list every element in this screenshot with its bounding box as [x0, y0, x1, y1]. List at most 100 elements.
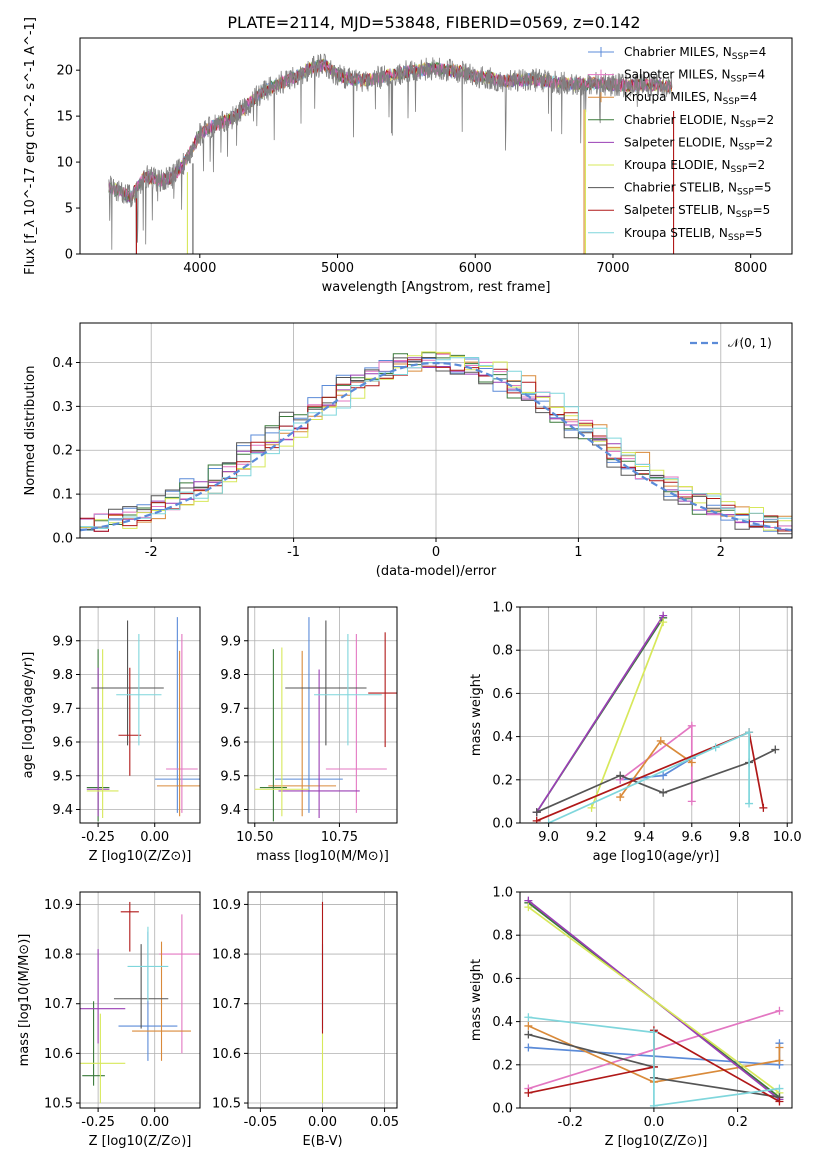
legend-label: Chabrier ELODIE, NSSP=2: [624, 113, 774, 130]
residual-panel: -2 -1 0 1 2 0.0 0.1 0.2 0.3 0.4 (data-model)/error…: [23, 322, 793, 579]
weight-marker: [687, 797, 696, 806]
plot-area: [524, 896, 784, 1108]
y-tick-label: 0.4: [492, 1015, 513, 1030]
x-axis-label: (data-model)/error: [376, 564, 497, 579]
age-vs-mass-panel: 10.50 10.75 9.4 9.5 9.6 9.7 9.8 9.9 mass [log10(…: [220, 606, 398, 864]
x-tick-label: 7000: [596, 261, 629, 276]
weight-marker: [659, 788, 668, 797]
legend-label: Kroupa ELODIE, NSSP=2: [624, 158, 765, 175]
x-tick-label: 0.00: [308, 1115, 337, 1130]
x-tick-label: 0: [432, 545, 440, 560]
y-tick-label: 10: [56, 156, 73, 171]
histogram-step: [80, 357, 792, 537]
spectrum-data-line: [108, 53, 673, 254]
legend-label: Kroupa STELIB, NSSP=5: [624, 226, 762, 243]
y-tick-label: 5: [65, 202, 73, 217]
legend-label-tail: =5: [754, 181, 772, 195]
mass-vs-ebv-panel: -0.05 0.00 0.05 10.5 10.6 10.7 10.8 10.9 E(B-V): [212, 891, 399, 1149]
y-axis-label: mass [log10(M/M⊙)]: [17, 934, 32, 1067]
age-vs-Z-panel: -0.25 0.00 9.4 9.5 9.6 9.7 9.8 9.9 Z [log10(Z/Z⊙…: [21, 606, 201, 864]
y-tick-label: 0.4: [492, 730, 513, 745]
x-tick-label: 9.0: [538, 830, 559, 845]
x-tick-label: 9.2: [586, 830, 607, 845]
weight-marker: [659, 771, 668, 780]
legend-label-sub: SSP: [731, 75, 748, 85]
weight-marker: [687, 721, 696, 730]
y-tick-label: 9.8: [52, 668, 73, 683]
y-tick-label: 9.7: [220, 702, 241, 717]
x-tick-label: 0.2: [727, 1115, 748, 1130]
x-axis-label: E(B-V): [302, 1134, 342, 1149]
weight-vs-age-panel: 9.0 9.2 9.4 9.6 9.8 10.0 0.0 0.2 0.4 0.6 0.8 1.0 age…: [469, 601, 802, 865]
y-tick-label: 0.2: [492, 773, 513, 788]
weight-marker: [775, 1006, 784, 1015]
spectrum-panel: 4000 5000 6000 7000 8000 0 5 10 15 20 wavelength […: [23, 17, 793, 295]
y-tick-label: 0.0: [492, 817, 513, 832]
y-axis-label: mass weight: [469, 959, 484, 1041]
legend-label-main: Kroupa MILES, N: [624, 90, 723, 104]
x-tick-label: -0.05: [244, 1115, 278, 1130]
legend-label-sub: SSP: [732, 52, 749, 62]
weight-marker: [524, 1043, 533, 1052]
y-tick-label: 0.0: [52, 532, 73, 547]
x-tick-label: -0.25: [81, 1115, 115, 1130]
y-tick-label: 10.6: [44, 1047, 73, 1062]
weight-marker: [775, 1097, 784, 1106]
y-tick-label: 10.8: [212, 948, 241, 963]
residual-legend: 𝒩(0, 1): [690, 336, 772, 350]
y-tick-label: 0.3: [52, 400, 73, 415]
legend-label: Salpeter ELODIE, NSSP=2: [624, 135, 773, 152]
legend-label-sub: SSP: [723, 97, 740, 107]
weight-marker: [544, 819, 553, 823]
legend-label-sub: SSP: [737, 188, 754, 198]
weight-vs-Z-panel: -0.2 0.0 0.2 0.0 0.2 0.4 0.6 0.8 1.0 Z [log10(Z/Z…: [469, 886, 793, 1149]
x-tick-label: 9.6: [681, 830, 702, 845]
weight-marker: [687, 758, 696, 767]
x-tick-label: 6000: [459, 261, 492, 276]
weight-marker: [587, 803, 596, 812]
axes-frame: [247, 891, 398, 1109]
y-tick-label: 10.5: [44, 1097, 73, 1112]
y-tick-label: 1.0: [492, 601, 513, 616]
x-axis-label: wavelength [Angstrom, rest frame]: [322, 280, 551, 295]
weight-marker: [775, 1043, 784, 1052]
y-tick-label: 9.4: [220, 803, 241, 818]
x-tick-label: -1: [287, 545, 300, 560]
x-tick-label: 9.4: [634, 830, 655, 845]
legend-label-tail: =2: [747, 158, 765, 172]
y-axis-label: age [log10(age/yr)]: [21, 652, 36, 779]
weight-line: [527, 906, 780, 1094]
plot-area: [254, 617, 397, 822]
weight-marker: [524, 1013, 533, 1022]
weight-marker: [616, 793, 625, 802]
y-tick-label: 0.2: [492, 1058, 513, 1073]
x-axis-label: mass [log10(M/M⊙)]: [256, 849, 389, 864]
x-tick-label: 10.75: [321, 830, 358, 845]
y-tick-label: 9.9: [220, 634, 241, 649]
legend-label-sub: SSP: [736, 210, 753, 220]
x-tick-label: 0.0: [644, 1115, 665, 1130]
y-axis-label: Flux [f_λ 10^-17 erg cm^-2 s^-1 A^-1]: [23, 17, 38, 275]
legend-label-main: Kroupa STELIB, N: [624, 226, 728, 240]
weight-marker: [524, 1030, 533, 1039]
plot-area: [80, 901, 200, 1104]
x-tick-label: 10.50: [236, 830, 273, 845]
weight-marker: [745, 799, 754, 808]
x-tick-label: -0.2: [558, 1115, 583, 1130]
plot-area: [80, 351, 792, 537]
x-tick-label: 10.0: [773, 830, 802, 845]
y-tick-label: 9.6: [220, 736, 241, 751]
axes-frame: [79, 322, 793, 539]
weight-marker: [524, 903, 533, 912]
weight-line: [528, 1025, 781, 1083]
y-tick-label: 9.5: [52, 769, 73, 784]
y-tick-label: 10.6: [212, 1047, 241, 1062]
y-tick-label: 0.6: [492, 972, 513, 987]
weight-marker: [745, 728, 754, 737]
x-axis-label: Z [log10(Z/Z⊙)]: [605, 1134, 708, 1149]
y-tick-label: 1.0: [492, 886, 513, 901]
legend-label-main: Chabrier MILES, N: [624, 45, 732, 59]
weight-marker: [616, 771, 625, 780]
